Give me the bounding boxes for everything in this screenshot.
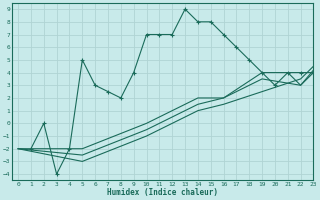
- X-axis label: Humidex (Indice chaleur): Humidex (Indice chaleur): [107, 188, 218, 197]
